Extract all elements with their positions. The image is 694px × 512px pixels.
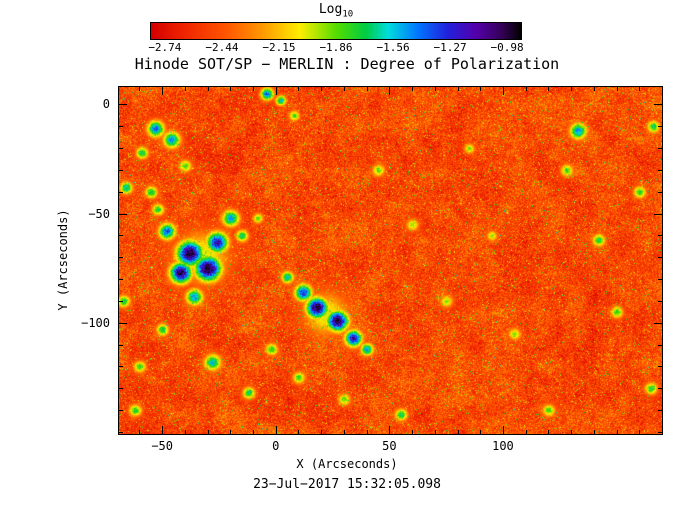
y-tick-label: −50 — [88, 206, 110, 221]
x-axis-label: X (Arcseconds) — [296, 457, 398, 471]
x-tick-label: 100 — [492, 439, 514, 453]
colorbar-tick-label: −1.27 — [433, 41, 467, 54]
plot-title: Hinode SOT/SP − MERLIN : Degree of Polar… — [134, 55, 560, 73]
colorbar-tick-label: −0.98 — [490, 41, 524, 54]
colorbar-gradient — [150, 22, 522, 40]
colorbar-tick-label: −2.74 — [148, 41, 182, 54]
colorbar-tick-label: −2.44 — [205, 41, 239, 54]
colorbar-tick-label: −1.86 — [319, 41, 353, 54]
plot-area — [118, 86, 663, 435]
colorbar-tick-label: −2.15 — [262, 41, 296, 54]
x-tick-label: 0 — [272, 439, 280, 453]
x-tick-label: −50 — [151, 439, 173, 453]
colorbar-title-text: Log — [318, 2, 343, 17]
colorbar-title-subscript: 10 — [342, 9, 354, 20]
y-axis-label: Y (Arcseconds) — [56, 209, 70, 311]
heatmap-canvas — [119, 87, 662, 434]
x-tick-label: 50 — [382, 439, 397, 453]
colorbar-tick-labels: −2.74 −2.44 −2.15 −1.86 −1.56 −1.27 −0.9… — [148, 41, 524, 55]
y-tick-label: 0 — [102, 97, 110, 112]
y-tick-label: −100 — [81, 315, 110, 330]
colorbar-title: Log10 — [150, 2, 522, 20]
timestamp-caption: 23−Jul−2017 15:32:05.098 — [253, 477, 441, 492]
colorbar-tick-label: −1.56 — [376, 41, 410, 54]
